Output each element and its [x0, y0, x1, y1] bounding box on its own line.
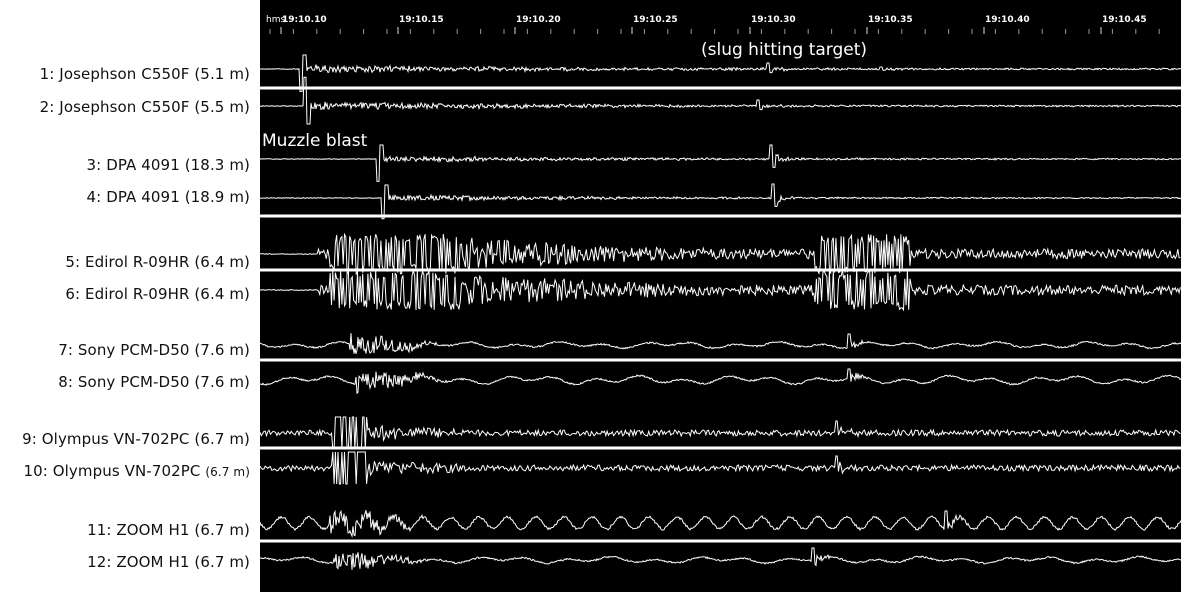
- time-unit-label: hms: [266, 15, 285, 25]
- waveform-trace-6: [260, 269, 1181, 312]
- trace-label-2: 2: Josephson C550F (5.5 m): [39, 98, 250, 116]
- trace-label-5: 5: Edirol R-09HR (6.4 m): [65, 253, 250, 271]
- waveform-trace-7: [260, 333, 1181, 355]
- trace-label-11: 11: ZOOM H1 (6.7 m): [87, 521, 250, 539]
- trace-label-10: 10: Olympus VN-702PC (6.7 m): [23, 462, 250, 480]
- trace-label-1: 1: Josephson C550F (5.1 m): [39, 65, 250, 83]
- muzzle-blast-annotation: Muzzle blast: [262, 131, 368, 151]
- waveform-traces: [260, 54, 1181, 570]
- time-tick-label: 19:10.45: [1102, 15, 1147, 25]
- trace-labels: 1: Josephson C550F (5.1 m) 2: Josephson …: [0, 0, 260, 592]
- trace-label-10-sub: (6.7 m): [205, 465, 250, 479]
- waveform-trace-3: [260, 144, 1181, 182]
- waveform-trace-5: [260, 232, 1181, 276]
- time-tick-label: 19:10.40: [985, 15, 1030, 25]
- trace-label-8: 8: Sony PCM-D50 (7.6 m): [58, 373, 250, 391]
- trace-label-3: 3: DPA 4091 (18.3 m): [86, 156, 250, 174]
- waveform-trace-11: [260, 509, 1181, 538]
- waveform-trace-2: [260, 76, 1181, 125]
- time-tick-label: 19:10.25: [633, 15, 678, 25]
- trace-label-6: 6: Edirol R-09HR (6.4 m): [65, 285, 250, 303]
- time-tick-label: 19:10.35: [868, 15, 913, 25]
- time-tick-label: 19:10.20: [516, 15, 561, 25]
- time-tick-label: 19:10.15: [399, 15, 444, 25]
- slug-impact-annotation: (slug hitting target): [701, 40, 868, 60]
- waveform-trace-9: [260, 416, 1181, 450]
- time-tick-label: 19:10.30: [751, 15, 796, 25]
- trace-label-7: 7: Sony PCM-D50 (7.6 m): [58, 341, 250, 359]
- trace-label-9: 9: Olympus VN-702PC (6.7 m): [22, 430, 250, 448]
- waveform-trace-1: [260, 54, 1181, 92]
- waveform-trace-12: [260, 547, 1181, 570]
- trace-label-12: 12: ZOOM H1 (6.7 m): [87, 553, 250, 571]
- time-tick-label: 19:10.10: [282, 15, 327, 25]
- waveform-trace-8: [260, 368, 1181, 395]
- trace-label-4: 4: DPA 4091 (18.9 m): [86, 188, 250, 206]
- waveform-trace-4: [260, 183, 1181, 220]
- waveform-trace-10: [260, 451, 1181, 485]
- waveform-plot: hms 19:10.10 19:10.15 19:10.20 19:10.25 19:10…: [260, 0, 1181, 592]
- trace-label-10-main: 10: Olympus VN-702PC: [23, 462, 201, 480]
